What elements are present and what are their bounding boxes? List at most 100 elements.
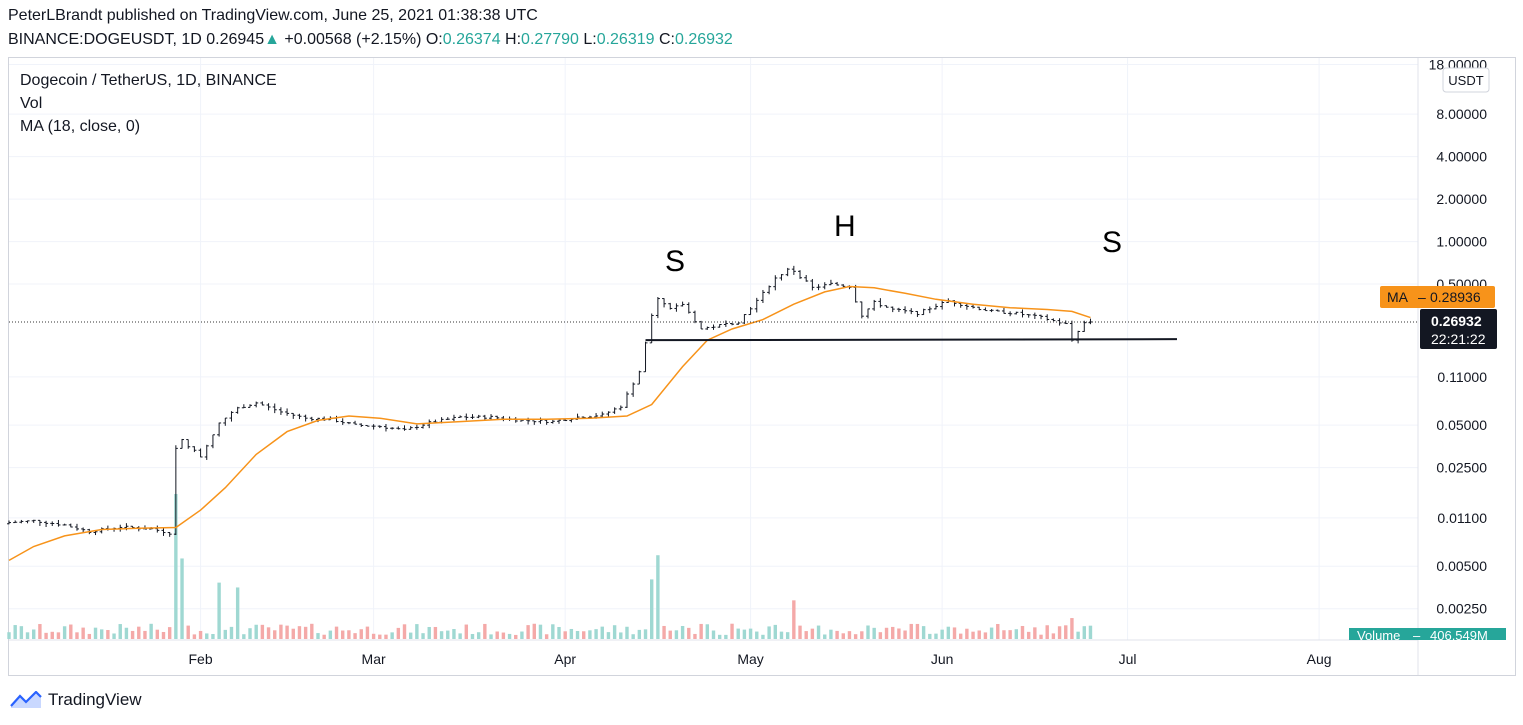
- volume-bar: [878, 632, 883, 639]
- price-tick-label: 0.05000: [1436, 417, 1487, 433]
- time-tick-label: Jul: [1119, 651, 1137, 667]
- volume-bar: [359, 629, 363, 639]
- volume-bar: [773, 624, 777, 639]
- volume-bar: [575, 630, 580, 639]
- left-shoulder-label[interactable]: S: [665, 245, 685, 278]
- chart-frame: [8, 57, 1516, 676]
- volume-bar: [93, 627, 98, 639]
- volume-bar: [717, 634, 722, 639]
- volume-badge-label: Volume: [1357, 628, 1400, 643]
- volume-bar: [483, 623, 487, 639]
- volume-bar: [699, 623, 703, 639]
- tradingview-logo[interactable]: TradingView: [10, 690, 142, 710]
- volume-bar: [952, 627, 957, 639]
- ma-badge-dash: –: [1418, 289, 1426, 305]
- volume-bar: [365, 626, 370, 639]
- volume-bar: [470, 634, 475, 639]
- volume-bar: [69, 624, 73, 639]
- volume-bar: [322, 634, 326, 639]
- symbol: BINANCE:DOGEUSDT, 1D: [8, 31, 202, 48]
- volume-bar: [7, 632, 11, 639]
- volume-bar: [965, 628, 969, 639]
- price-tick-label: 0.00500: [1436, 558, 1487, 574]
- volume-bar: [680, 625, 685, 639]
- volume-badge: [1349, 628, 1506, 640]
- brand-name: TradingView: [48, 690, 142, 709]
- volume-bar: [464, 624, 469, 639]
- legend-ma[interactable]: MA (18, close, 0): [20, 118, 141, 135]
- volume-bar: [853, 634, 858, 639]
- volume-bar: [928, 633, 932, 639]
- price-tick-label: 0.11000: [1437, 369, 1487, 385]
- volume-bar: [328, 630, 333, 639]
- volume-bar: [341, 630, 345, 639]
- right-shoulder-label[interactable]: S: [1102, 226, 1122, 259]
- volume-bar: [551, 624, 555, 639]
- volume-bar: [452, 629, 456, 639]
- volume-bar: [402, 624, 407, 639]
- price-tick-label: 0.02500: [1436, 460, 1487, 476]
- volume-bar: [544, 634, 549, 639]
- volume-bar: [742, 629, 747, 639]
- volume-bar: [989, 627, 994, 639]
- volume-bar: [112, 633, 116, 639]
- volume-bar: [847, 631, 852, 639]
- volume-bar: [656, 555, 660, 639]
- volume-bar: [81, 627, 85, 639]
- neckline[interactable]: [645, 338, 1177, 342]
- volume-bar: [489, 634, 493, 639]
- volume-bar: [137, 626, 141, 639]
- volume-bar: [1002, 630, 1006, 639]
- open-label: O:: [425, 31, 443, 48]
- volume-bar: [25, 632, 30, 639]
- time-axis[interactable]: Feb Mar Apr May Jun Jul Aug: [189, 651, 1332, 667]
- volume-bar: [693, 633, 697, 639]
- volume-bar: [804, 631, 808, 639]
- volume-bar: [353, 633, 357, 639]
- volume-bar: [310, 623, 314, 639]
- volume-bar: [958, 633, 963, 639]
- volume-bar: [174, 494, 178, 639]
- last-price-badge: [1420, 309, 1497, 349]
- volume-bar: [637, 629, 642, 639]
- ma-badge: [1380, 286, 1495, 308]
- volume-bar: [371, 633, 376, 639]
- candles: [7, 265, 1093, 537]
- volume-bar: [724, 634, 728, 639]
- high-label: H:: [505, 31, 522, 48]
- volume-bar: [390, 632, 394, 639]
- time-tick-label: Mar: [362, 651, 386, 667]
- volume-bar: [433, 626, 438, 639]
- volume-bar: [211, 633, 215, 639]
- volume-bar: [229, 626, 234, 639]
- volume-bar: [730, 623, 734, 639]
- volume-bar: [662, 625, 666, 639]
- volume-bar: [612, 625, 617, 639]
- volume-bar: [149, 623, 153, 639]
- price-tick-label: 4.00000: [1436, 149, 1487, 165]
- price-tick-label: 0.00250: [1436, 601, 1487, 617]
- volume-bar: [198, 630, 203, 639]
- volume-bar: [87, 633, 92, 639]
- volume-bar: [810, 628, 815, 639]
- time-tick-label: Feb: [189, 651, 213, 667]
- currency-label: USDT: [1448, 73, 1483, 88]
- volume-bar: [872, 627, 876, 639]
- head-label[interactable]: H: [834, 210, 856, 243]
- volume-bar: [1020, 625, 1025, 639]
- volume-bar: [44, 632, 48, 639]
- volume-bar: [526, 625, 530, 639]
- symbol-quote-line: BINANCE:DOGEUSDT, 1D 0.26945▲ +0.00568 (…: [8, 31, 733, 49]
- volume-bar: [143, 630, 147, 639]
- legend-vol[interactable]: Vol: [20, 95, 43, 112]
- volume-bar: [668, 630, 672, 639]
- volume-bar: [38, 624, 42, 639]
- volume-bar: [841, 633, 845, 639]
- volume-bar: [798, 625, 802, 639]
- legend-title[interactable]: Dogecoin / TetherUS, 1D, BINANCE: [20, 72, 277, 89]
- volume-bar: [186, 625, 190, 639]
- volume-bar: [563, 631, 567, 639]
- volume-bar: [736, 628, 740, 639]
- open-value: 0.26374: [442, 31, 501, 48]
